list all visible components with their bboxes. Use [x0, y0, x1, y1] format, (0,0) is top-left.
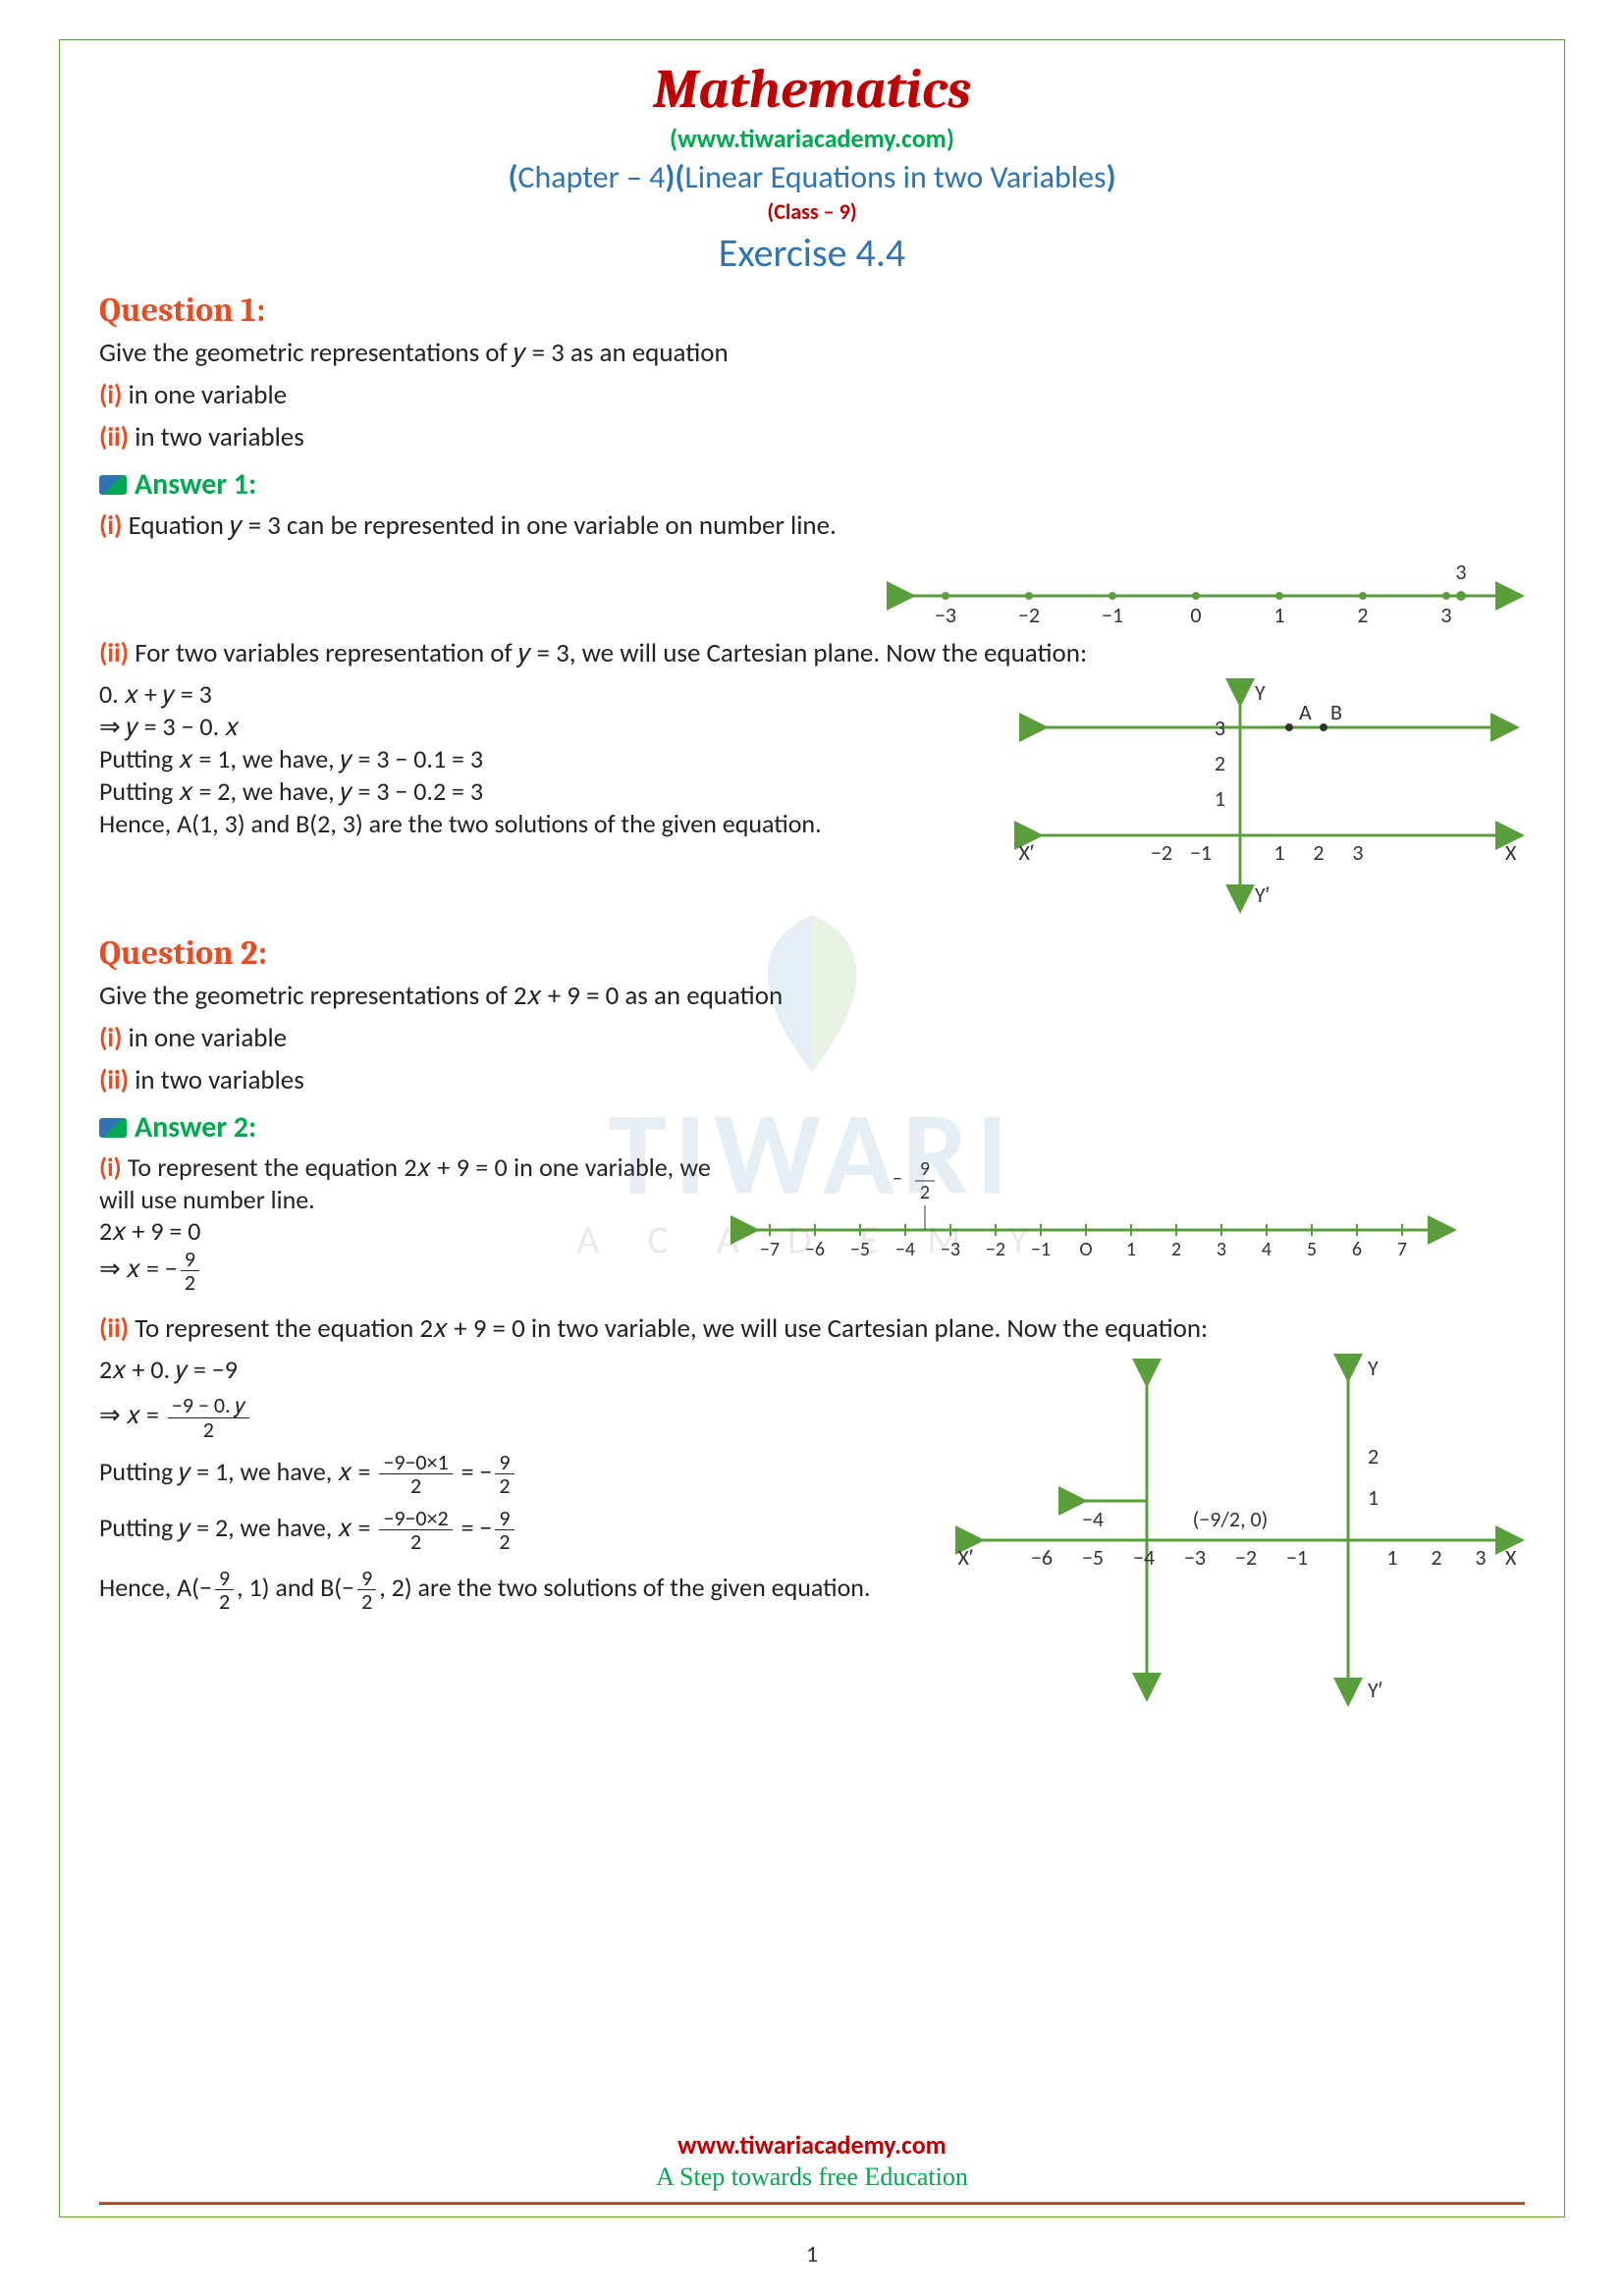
- q2-cartesian-row: 2𝑥 + 0. 𝑦 = −9 ⇒ 𝑥 = −9 − 0. 𝑦2 Putting …: [99, 1354, 1525, 1707]
- chapter-line: (Chapter – 4)(Linear Equations in two Va…: [99, 158, 1525, 196]
- svg-text:−5: −5: [1082, 1544, 1104, 1571]
- q1-part-ii: (ii) in two variables: [99, 418, 1525, 456]
- svg-text:4: 4: [1262, 1238, 1272, 1261]
- svg-text:−7: −7: [760, 1238, 780, 1261]
- svg-text:−5: −5: [850, 1238, 870, 1261]
- svg-text:2: 2: [1368, 1443, 1379, 1469]
- q1-ai: (i) Equation 𝑦 = 3 can be represented in…: [99, 507, 1525, 545]
- q1-working: 0. 𝑥 + 𝑦 = 3 ⇒ 𝑦 = 3 − 0. 𝑥 Putting 𝑥 = …: [99, 678, 995, 839]
- svg-text:−: −: [893, 1167, 902, 1191]
- header-url: (www.tiwariacademy.com): [99, 123, 1525, 154]
- question-2-label: Question 2:: [99, 934, 1525, 973]
- svg-text:−3: −3: [1184, 1544, 1206, 1571]
- svg-text:Y′: Y′: [1255, 881, 1270, 908]
- svg-text:1: 1: [1273, 839, 1284, 866]
- q2-part-ii: (ii) in two variables: [99, 1061, 1525, 1099]
- q1-numberline-row: −3 −2 −1 0 1 2 3 3: [99, 552, 1525, 630]
- answer-icon: [99, 1118, 127, 1138]
- svg-text:1: 1: [1386, 1544, 1397, 1571]
- svg-text:2: 2: [1313, 839, 1324, 866]
- svg-text:−6: −6: [1031, 1544, 1053, 1571]
- answer-1-label: Answer 1:: [99, 466, 1525, 503]
- page-title: Mathematics: [99, 58, 1525, 121]
- svg-text:3: 3: [1440, 602, 1451, 628]
- svg-text:1: 1: [1273, 602, 1284, 628]
- svg-text:1: 1: [1215, 785, 1225, 812]
- svg-text:1: 1: [1368, 1484, 1379, 1511]
- answer-icon: [99, 475, 127, 495]
- svg-text:−6: −6: [805, 1238, 825, 1261]
- q1-numberline: −3 −2 −1 0 1 2 3 3: [887, 552, 1525, 630]
- class-line: (Class – 9): [99, 198, 1525, 225]
- page-border: TIWARI A C A D E M Y Mathematics (www.ti…: [59, 39, 1565, 2217]
- q2-numberline: −7−6−5−4−3−2−1O1234567 −92: [731, 1151, 1457, 1269]
- svg-text:5: 5: [1307, 1238, 1317, 1261]
- svg-text:−3: −3: [941, 1238, 960, 1261]
- q1-cartesian: XX′YY′AB123−2−1123: [1014, 678, 1525, 914]
- svg-text:O: O: [1079, 1238, 1092, 1261]
- q1-prompt: Give the geometric representations of 𝑦 …: [99, 334, 1525, 372]
- question-1-label: Question 1:: [99, 291, 1525, 330]
- q2-ai-text: (i) To represent the equation 2𝑥 + 9 = 0…: [99, 1151, 711, 1294]
- svg-text:(−9/2, 0): (−9/2, 0): [1193, 1506, 1269, 1532]
- svg-text:3: 3: [1352, 839, 1363, 866]
- svg-text:−2: −2: [1235, 1544, 1257, 1571]
- svg-text:2: 2: [920, 1181, 930, 1204]
- svg-text:2: 2: [1357, 602, 1368, 628]
- svg-text:−2: −2: [1151, 839, 1172, 866]
- svg-text:7: 7: [1397, 1238, 1407, 1261]
- svg-text:X′: X′: [957, 1544, 973, 1571]
- svg-text:−4: −4: [1082, 1506, 1104, 1532]
- svg-text:X: X: [1505, 839, 1517, 866]
- q2-cartesian: X X′ Y Y′ (−9/2, 0) −4 1 2 −6 −5 −4 −3 −2 −1 1 2 3: [955, 1354, 1525, 1707]
- q1-aii: (ii) For two variables representation of…: [99, 634, 1525, 672]
- q2-prompt: Give the geometric representations of 2𝑥…: [99, 977, 1525, 1015]
- svg-text:9: 9: [920, 1157, 930, 1181]
- svg-text:B: B: [1330, 699, 1342, 725]
- footer: www.tiwariacademy.com A Step towards fre…: [60, 2129, 1564, 2205]
- exercise-title: Exercise 4.4: [99, 229, 1525, 277]
- svg-text:−1: −1: [1286, 1544, 1308, 1571]
- footer-rule: [99, 2202, 1525, 2205]
- svg-text:0: 0: [1190, 602, 1201, 628]
- svg-text:3: 3: [1215, 715, 1225, 741]
- q2-numberline-row: (i) To represent the equation 2𝑥 + 9 = 0…: [99, 1151, 1525, 1294]
- svg-text:−2: −2: [1018, 602, 1040, 628]
- svg-text:−3: −3: [935, 602, 956, 628]
- svg-text:3: 3: [1455, 559, 1466, 585]
- footer-url: www.tiwariacademy.com: [60, 2129, 1564, 2161]
- svg-text:−1: −1: [1031, 1238, 1051, 1261]
- svg-text:3: 3: [1475, 1544, 1486, 1571]
- svg-text:X′: X′: [1018, 839, 1034, 866]
- q1-part-i: (i) in one variable: [99, 376, 1525, 414]
- q2-aii: (ii) To represent the equation 2𝑥 + 9 = …: [99, 1309, 1525, 1348]
- svg-text:2: 2: [1215, 750, 1225, 776]
- footer-tag: A Step towards free Education: [60, 2163, 1564, 2192]
- header: Mathematics (www.tiwariacademy.com) (Cha…: [99, 58, 1525, 277]
- page-number: 1: [806, 2240, 818, 2269]
- svg-text:−4: −4: [1133, 1544, 1155, 1571]
- svg-text:−1: −1: [1190, 839, 1212, 866]
- svg-text:Y: Y: [1255, 679, 1266, 706]
- svg-text:1: 1: [1126, 1238, 1136, 1261]
- svg-text:−4: −4: [895, 1238, 915, 1261]
- q1-cartesian-row: 0. 𝑥 + 𝑦 = 3 ⇒ 𝑦 = 3 − 0. 𝑥 Putting 𝑥 = …: [99, 678, 1525, 914]
- svg-text:2: 2: [1171, 1238, 1181, 1261]
- svg-text:−1: −1: [1102, 602, 1123, 628]
- svg-text:−2: −2: [986, 1238, 1005, 1261]
- svg-text:2: 2: [1431, 1544, 1441, 1571]
- q2-working: 2𝑥 + 0. 𝑦 = −9 ⇒ 𝑥 = −9 − 0. 𝑦2 Putting …: [99, 1354, 936, 1613]
- svg-text:Y: Y: [1368, 1355, 1379, 1381]
- svg-text:A: A: [1299, 699, 1312, 725]
- svg-text:X: X: [1505, 1544, 1517, 1571]
- q2-part-i: (i) in one variable: [99, 1019, 1525, 1057]
- svg-text:3: 3: [1217, 1238, 1226, 1261]
- answer-2-label: Answer 2:: [99, 1109, 1525, 1146]
- svg-text:6: 6: [1352, 1238, 1362, 1261]
- svg-text:Y′: Y′: [1368, 1677, 1382, 1703]
